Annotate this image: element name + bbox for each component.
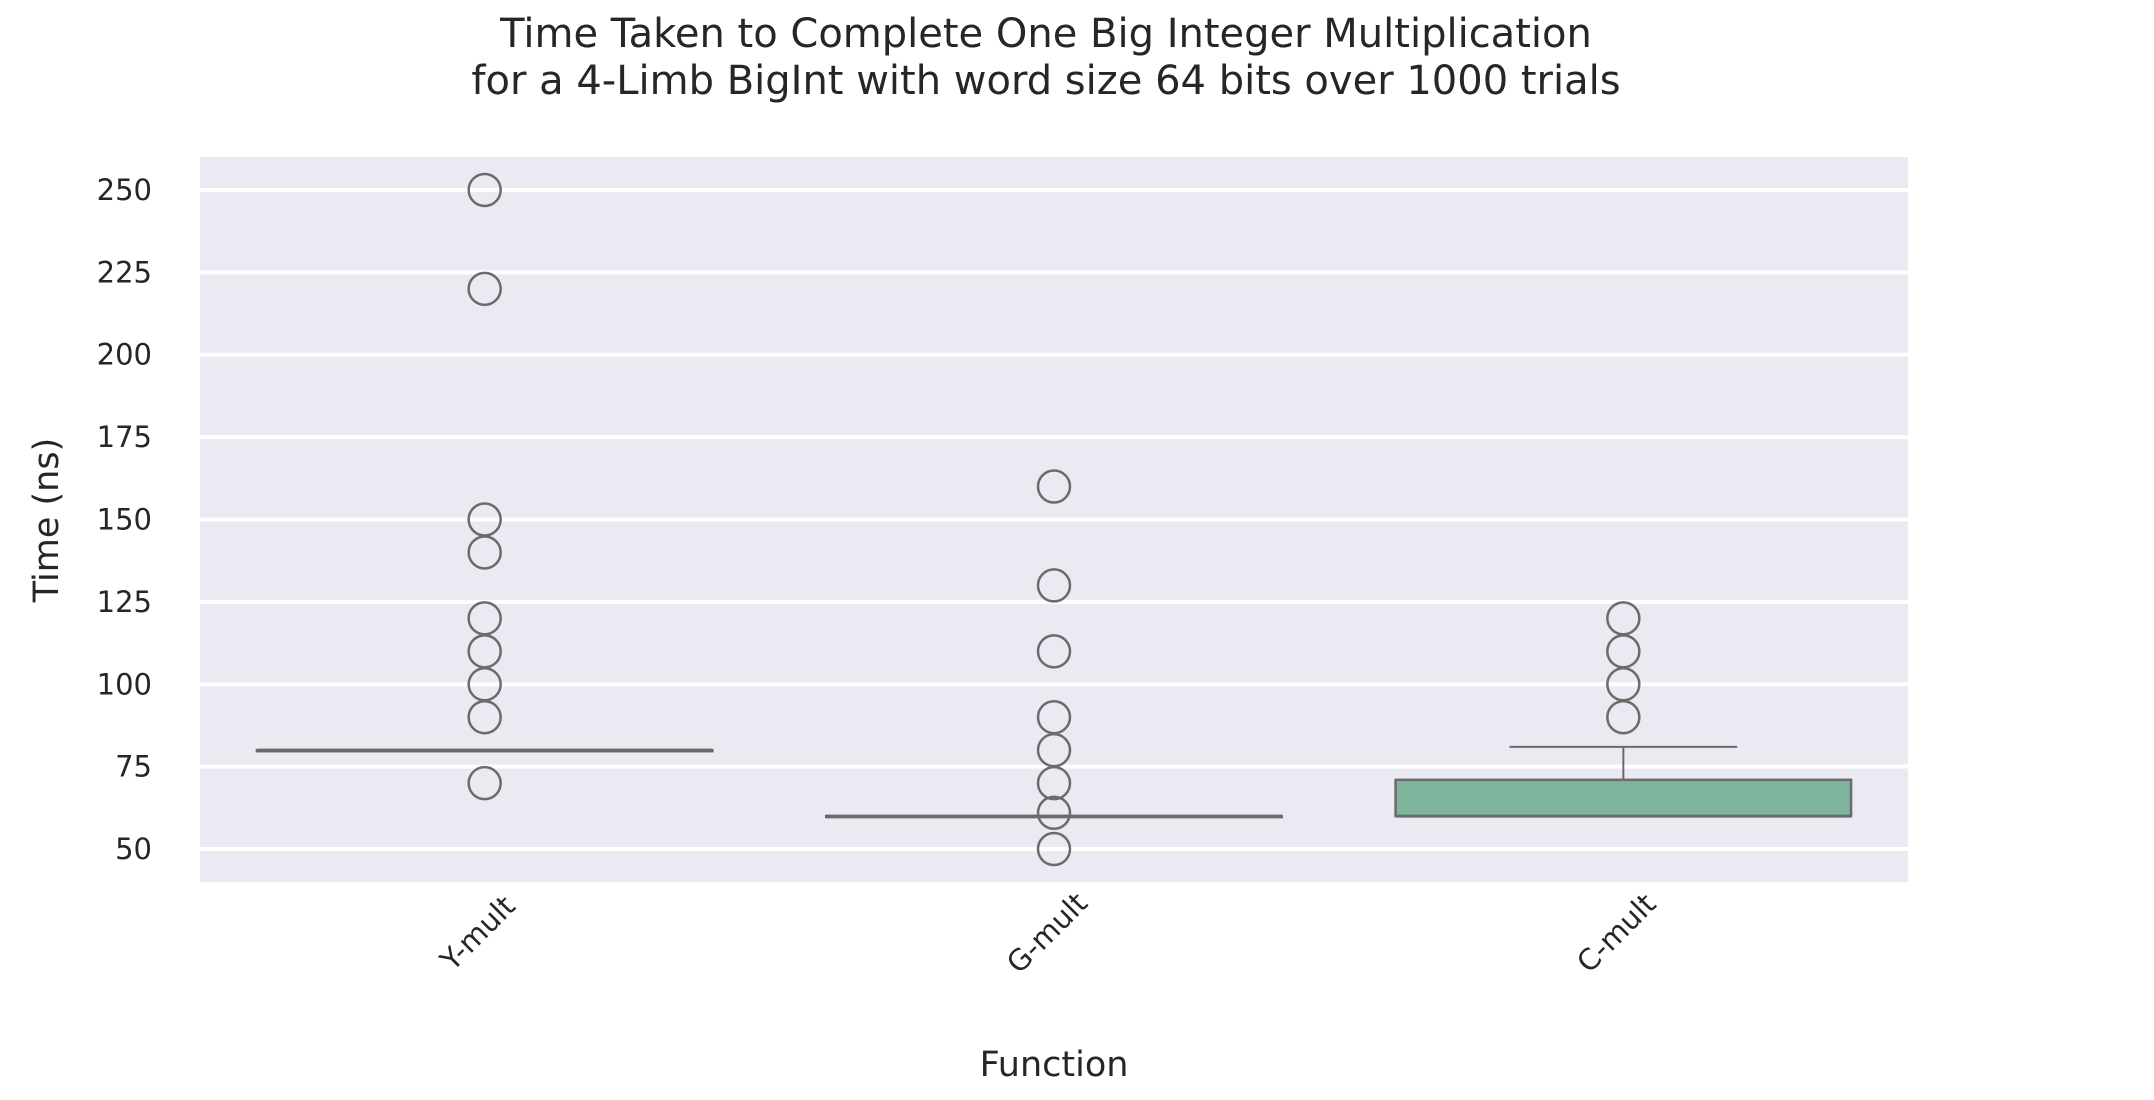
y-tick-label: 75 (115, 750, 152, 784)
y-tick-label: 250 (97, 173, 152, 207)
outlier-point (1036, 469, 1072, 504)
chart-subtitle: for a 4-Limb BigInt with word size 64 bi… (471, 58, 1620, 104)
box-iqr (1394, 778, 1853, 818)
outlier-point (467, 271, 502, 307)
outlier-point (467, 172, 502, 208)
outlier-point (1036, 831, 1072, 867)
outlier-point (467, 765, 502, 801)
y-tick-label: 125 (97, 585, 152, 619)
y-tick-label: 225 (97, 255, 152, 289)
y-tick-labels: 50 75 100 125 150 175 200 225 250 (97, 173, 152, 866)
chart-title: Time Taken to Complete One Big Integer M… (499, 11, 1592, 57)
outlier-point (467, 699, 502, 735)
box-plot-y-mult (255, 172, 714, 801)
outlier-point (1036, 795, 1072, 831)
y-tick-label: 150 (97, 503, 152, 537)
outlier-point (1036, 765, 1072, 801)
outlier-point (1036, 568, 1072, 603)
y-tick-label: 175 (97, 420, 152, 454)
y-tick-label: 100 (97, 667, 152, 701)
box-plot-g-mult (825, 469, 1283, 867)
y-tick-label: 50 (115, 832, 152, 866)
y-tick-label: 200 (97, 338, 152, 372)
outlier-point (1606, 699, 1641, 735)
outlier-point (1036, 634, 1072, 669)
y-axis-label: Time (ns) (27, 438, 67, 604)
x-axis-label: Function (980, 1045, 1129, 1085)
outlier-point (467, 535, 502, 570)
box-plot-c-mult (1394, 601, 1853, 818)
box-plots (255, 172, 1853, 867)
